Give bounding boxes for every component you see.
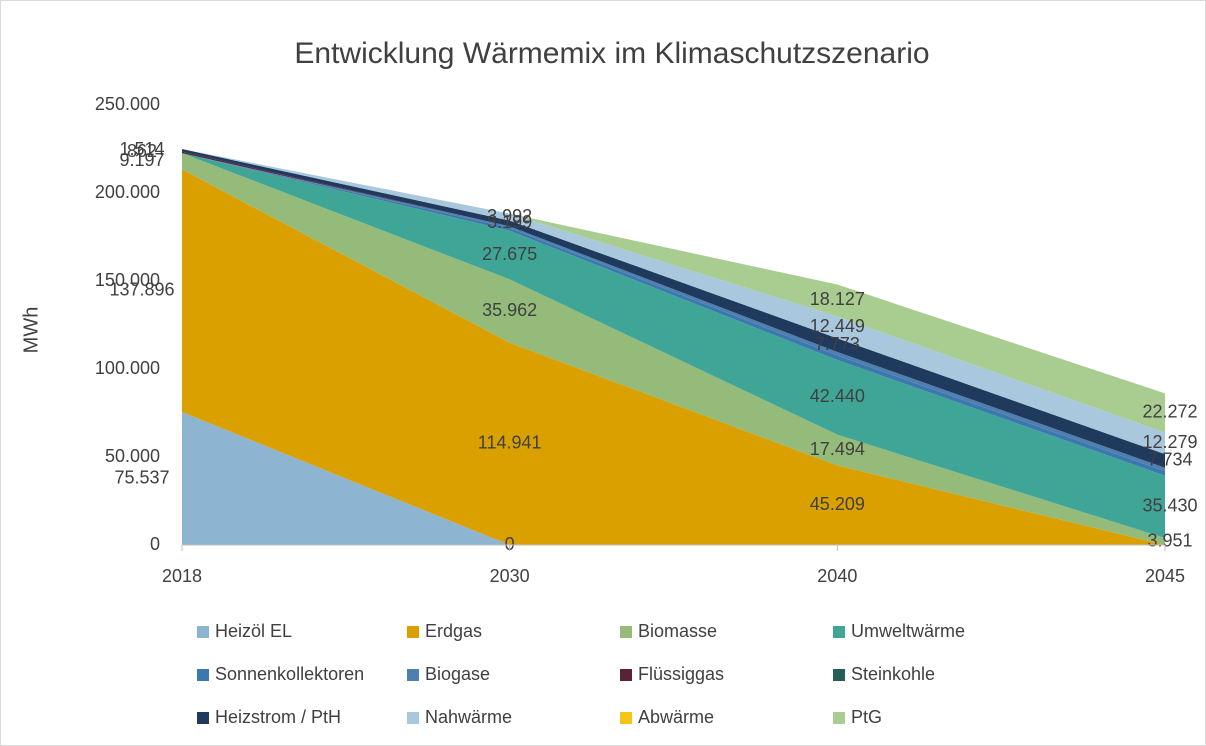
legend-label: PtG xyxy=(851,707,882,727)
legend-label: Nahwärme xyxy=(425,707,512,727)
area xyxy=(182,153,1165,539)
y-axis-label: MWh xyxy=(20,307,42,354)
data-label: 7.734 xyxy=(1147,450,1192,470)
legend-label: Abwärme xyxy=(638,707,714,727)
data-label: 22.272 xyxy=(1142,402,1197,422)
data-label: 3.199 xyxy=(487,212,532,232)
area xyxy=(182,169,1165,546)
data-label: 7.773 xyxy=(815,334,860,354)
data-label: 35.430 xyxy=(1142,496,1197,516)
legend-swatch xyxy=(620,626,632,638)
y-tick-label: 0 xyxy=(150,534,160,554)
legend-label: Flüssiggas xyxy=(638,664,724,684)
legend-swatch xyxy=(407,626,419,638)
data-label: 18.127 xyxy=(810,289,865,309)
chart-title: Entwicklung Wärmemix im Klimaschutzszena… xyxy=(294,37,929,70)
legend-swatch xyxy=(197,712,209,724)
data-label: 17.494 xyxy=(810,439,865,459)
data-label: 75.537 xyxy=(114,467,169,487)
legend-swatch xyxy=(833,669,845,681)
area xyxy=(182,412,1165,545)
legend-label: Heizstrom / PtH xyxy=(215,707,341,727)
data-label: 27.675 xyxy=(482,244,537,264)
legend-swatch xyxy=(833,712,845,724)
legend-swatch xyxy=(197,669,209,681)
legend-swatch xyxy=(407,712,419,724)
x-tick-label: 2040 xyxy=(817,566,857,586)
legend-swatch xyxy=(833,626,845,638)
legend-label: Steinkohle xyxy=(851,664,935,684)
data-label: 12.449 xyxy=(810,316,865,336)
data-label: 35.962 xyxy=(482,300,537,320)
legend-swatch xyxy=(620,712,632,724)
legend-label: Heizöl EL xyxy=(215,621,292,641)
y-tick-label: 150.000 xyxy=(95,270,160,290)
data-label: 0 xyxy=(505,534,515,554)
legend-swatch xyxy=(407,669,419,681)
data-label: 137.896 xyxy=(109,279,174,299)
data-label: 42.440 xyxy=(810,386,865,406)
legend-swatch xyxy=(197,626,209,638)
y-tick-label: 250.000 xyxy=(95,94,160,114)
legend-label: Biomasse xyxy=(638,621,717,641)
data-label: 1.514 xyxy=(119,139,164,159)
x-tick-label: 2045 xyxy=(1145,566,1185,586)
y-tick-label: 100.000 xyxy=(95,358,160,378)
data-label: 12.279 xyxy=(1142,432,1197,452)
area xyxy=(182,153,1165,545)
x-tick-label: 2018 xyxy=(162,566,202,586)
data-label: 862 xyxy=(127,141,157,161)
legend-label: Umweltwärme xyxy=(851,621,965,641)
y-tick-label: 50.000 xyxy=(105,446,160,466)
x-tick-label: 2030 xyxy=(490,566,530,586)
data-label: 9.197 xyxy=(119,150,164,170)
legend-swatch xyxy=(620,669,632,681)
data-label: 114.941 xyxy=(478,433,542,453)
data-label: 3.992 xyxy=(487,206,532,226)
legend-label: Sonnenkollektoren xyxy=(215,664,364,684)
data-label: 45.209 xyxy=(810,494,865,514)
legend-label: Biogase xyxy=(425,664,490,684)
y-tick-label: 200.000 xyxy=(95,182,160,202)
data-label: 3.951 xyxy=(1147,530,1192,550)
legend-label: Erdgas xyxy=(425,621,482,641)
